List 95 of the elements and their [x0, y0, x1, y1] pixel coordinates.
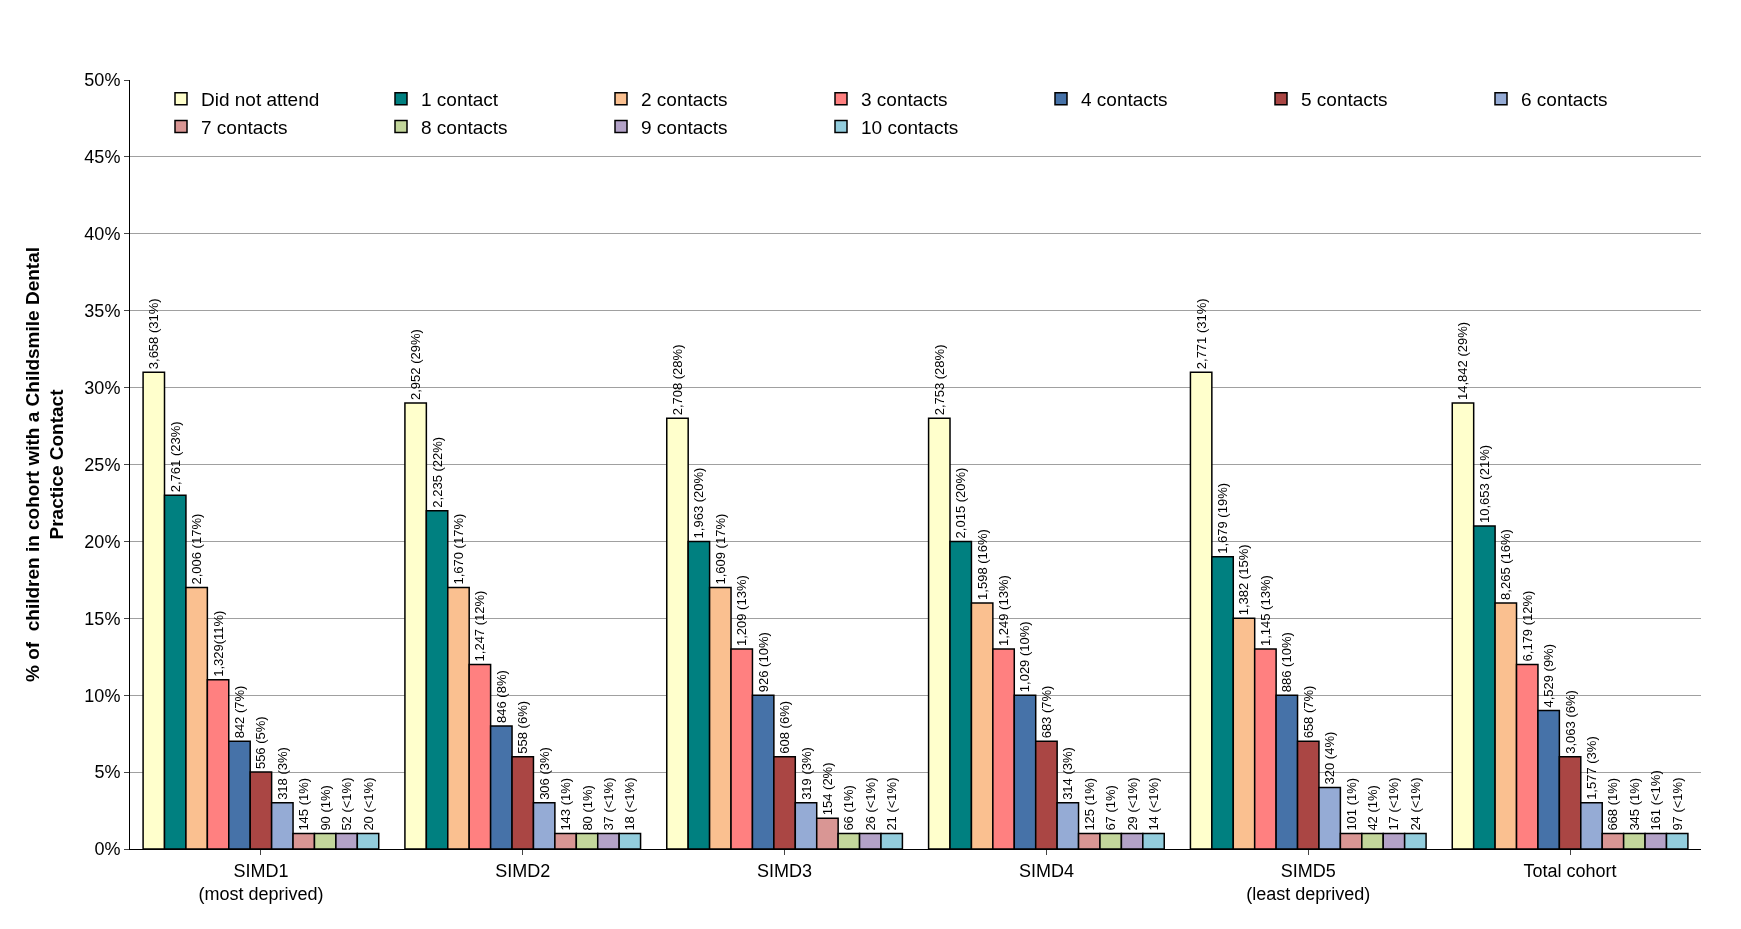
y-tick-label: 40%: [84, 224, 121, 245]
data-label: 8,265 (16%): [1498, 529, 1514, 600]
data-label: 1,382 (15%): [1236, 544, 1252, 616]
data-label: 608 (6%): [777, 700, 793, 754]
legend-label: 1 contact: [421, 89, 499, 111]
y-tick-label: 45%: [84, 147, 121, 168]
data-label: 21 (<1%): [884, 777, 900, 831]
data-label: 145 (1%): [296, 777, 312, 831]
data-label: 14 (<1%): [1146, 777, 1162, 831]
data-label: 1,679 (19%): [1215, 482, 1231, 554]
data-label: 3,658 (31%): [146, 298, 162, 370]
data-label: 1,329(11%): [210, 610, 226, 677]
data-label: 17 (<1%): [1386, 777, 1402, 831]
legend-label: 6 contacts: [1521, 89, 1608, 111]
data-label: 2,015 (20%): [953, 467, 969, 539]
data-label: 886 (10%): [1279, 632, 1295, 693]
legend-label: 7 contacts: [201, 116, 288, 138]
data-label: 319 (3%): [798, 747, 814, 800]
legend-label: 10 contacts: [861, 116, 959, 138]
data-label: 2,753 (28%): [931, 344, 947, 416]
data-label: 1,670 (17%): [450, 513, 466, 585]
data-label: 6,179 (12%): [1519, 590, 1535, 662]
data-label: 52 (<1%): [339, 777, 355, 831]
data-label: 97 (<1%): [1669, 777, 1685, 831]
data-label: 143 (1%): [558, 777, 574, 831]
data-label: 668 (1%): [1605, 777, 1621, 831]
y-tick-label: 0%: [94, 839, 121, 860]
legend-label: 9 contacts: [641, 116, 728, 138]
data-label: 2,006 (17%): [189, 513, 205, 585]
data-label: 658 (7%): [1300, 685, 1316, 739]
y-tick-label: 10%: [84, 685, 121, 706]
data-label: 842 (7%): [231, 685, 247, 739]
data-label: 306 (3%): [536, 747, 552, 800]
data-label: 318 (3%): [274, 747, 290, 800]
data-label: 2,952 (29%): [408, 329, 424, 400]
data-label: 125 (1%): [1081, 777, 1097, 831]
data-label: 1,029 (10%): [1017, 621, 1033, 693]
data-label: 90 (1%): [317, 785, 333, 831]
data-label: 42 (1%): [1365, 785, 1381, 831]
data-label: 67 (1%): [1103, 785, 1119, 831]
data-label: 1,577 (3%): [1584, 736, 1600, 800]
x-tick-label: SIMD4: [1018, 860, 1074, 881]
x-tick-label: Total cohort: [1523, 860, 1617, 881]
x-tick-label: SIMD2: [495, 860, 551, 881]
y-tick-label: 50%: [84, 70, 121, 91]
data-label: 66 (1%): [841, 785, 857, 831]
data-label: 4,529 (9%): [1541, 643, 1557, 708]
y-tick-label: 30%: [84, 377, 121, 398]
data-label: 1,209 (13%): [734, 575, 750, 647]
data-label: 1,247 (12%): [472, 590, 488, 662]
legend-label: 8 contacts: [421, 116, 508, 138]
data-label: 320 (4%): [1322, 731, 1338, 785]
legend-label: Did not attend: [201, 89, 320, 111]
y-tick-label: 15%: [84, 608, 121, 629]
y-tick-label: 25%: [84, 454, 121, 475]
legend-label: 4 contacts: [1081, 89, 1168, 111]
data-label: 2,235 (22%): [429, 436, 445, 508]
x-tick-label: SIMD3: [757, 860, 813, 881]
data-label: 2,708 (28%): [669, 344, 685, 416]
data-label: 314 (3%): [1060, 747, 1076, 800]
data-label: 1,598 (16%): [974, 529, 990, 600]
data-label: 1,963 (20%): [691, 467, 707, 539]
data-label: 161 (<1%): [1648, 770, 1664, 831]
legend-label: 5 contacts: [1301, 89, 1388, 111]
data-label: 846 (8%): [493, 670, 509, 723]
data-label: 80 (1%): [579, 785, 595, 831]
data-label: 3,063 (6%): [1562, 690, 1578, 754]
data-label: 1,609 (17%): [712, 513, 728, 585]
legend-label: 3 contacts: [861, 89, 948, 111]
legend-label: 2 contacts: [641, 89, 728, 111]
data-label: 14,842 (29%): [1455, 321, 1471, 400]
data-label: 926 (10%): [755, 632, 771, 693]
data-label: 558 (6%): [515, 700, 531, 754]
data-label: 20 (<1%): [360, 777, 376, 831]
data-label: 683 (7%): [1038, 685, 1054, 739]
data-label: 26 (<1%): [862, 777, 878, 831]
data-label: 18 (<1%): [622, 777, 638, 831]
data-label: 24 (<1%): [1407, 777, 1423, 831]
data-label: 2,771 (31%): [1193, 298, 1209, 370]
data-label: 2,761 (23%): [167, 421, 183, 493]
x-tick-label: SIMD5 (least deprived): [1246, 860, 1371, 904]
y-tick-label: 20%: [84, 531, 121, 552]
data-label: 154 (2%): [819, 762, 835, 816]
data-label: 1,145 (13%): [1257, 575, 1273, 647]
y-tick-label: 35%: [84, 301, 121, 321]
y-axis-title: % of children in cohort with a Childsmile Dental Practice Contact: [21, 247, 68, 682]
data-label: 10,653 (21%): [1476, 444, 1492, 524]
data-label: 101 (1%): [1343, 777, 1359, 831]
data-label: 29 (<1%): [1124, 777, 1140, 831]
y-tick-label: 5%: [94, 762, 121, 783]
data-label: 1,249 (13%): [996, 575, 1012, 647]
data-label: 345 (1%): [1626, 777, 1642, 831]
data-label: 37 (<1%): [600, 777, 616, 831]
data-label: 556 (5%): [253, 716, 269, 770]
x-tick-label: SIMD1 (most deprived): [198, 860, 324, 904]
